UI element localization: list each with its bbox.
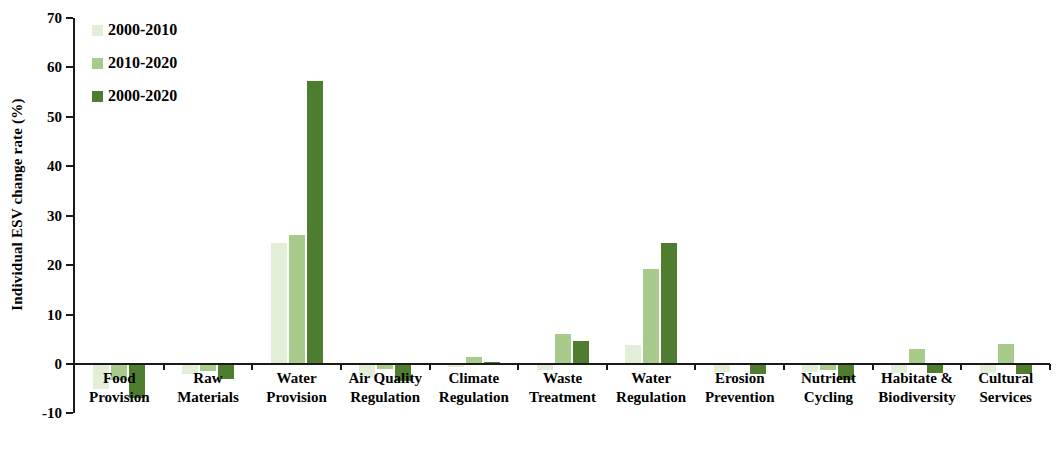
y-axis-tick <box>66 264 73 266</box>
bar-2010-2020-9 <box>909 349 925 364</box>
bar-2000-2010-6 <box>625 345 641 364</box>
x-axis-line <box>75 363 1050 365</box>
y-tick-label: 20 <box>16 256 62 274</box>
bar-2010-2020-10 <box>998 344 1014 364</box>
y-tick-label: 10 <box>16 306 62 324</box>
bar-2000-2020-5 <box>573 341 589 364</box>
legend-label: 2000-2020 <box>108 87 177 105</box>
category-label: CulturalServices <box>944 369 1060 407</box>
y-tick-label: 0 <box>16 355 62 373</box>
y-tick-label: 60 <box>16 58 62 76</box>
esv-change-rate-chart: Individual ESV change rate (%) 706050403… <box>0 0 1060 465</box>
y-tick-label: 40 <box>16 157 62 175</box>
y-axis-line <box>73 18 75 413</box>
chart-legend: 2000-2010 2010-2020 2000-2020 <box>92 21 177 120</box>
y-axis-tick <box>66 363 73 365</box>
bar-2000-2020-6 <box>661 243 677 364</box>
y-axis-tick <box>66 314 73 316</box>
bar-2010-2020-6 <box>643 269 659 364</box>
bar-2010-2020-5 <box>555 334 571 364</box>
legend-swatch-icon <box>92 58 103 69</box>
y-axis-tick <box>66 215 73 217</box>
legend-label: 2010-2020 <box>108 54 177 72</box>
legend-label: 2000-2010 <box>108 21 177 39</box>
y-tick-label: 30 <box>16 207 62 225</box>
y-axis-tick <box>66 66 73 68</box>
legend-item: 2010-2020 <box>92 54 177 72</box>
legend-swatch-icon <box>92 91 103 102</box>
legend-item: 2000-2020 <box>92 87 177 105</box>
legend-item: 2000-2010 <box>92 21 177 39</box>
y-tick-label: -10 <box>16 404 62 422</box>
y-tick-label: 70 <box>16 9 62 27</box>
legend-swatch-icon <box>92 25 103 36</box>
bar-2010-2020-2 <box>289 235 305 364</box>
bar-2000-2020-2 <box>307 81 323 364</box>
y-axis-tick <box>66 17 73 19</box>
y-axis-tick <box>66 116 73 118</box>
y-tick-label: 50 <box>16 108 62 126</box>
y-axis-tick <box>66 165 73 167</box>
bar-2000-2010-2 <box>271 243 287 364</box>
y-axis-tick <box>66 412 73 414</box>
